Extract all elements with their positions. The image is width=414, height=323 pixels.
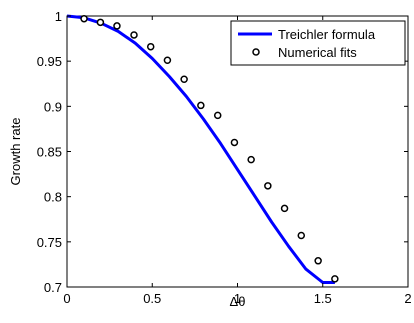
x-tick-label: 0	[63, 291, 70, 306]
y-tick-label: 0.95	[37, 54, 62, 69]
y-axis-label: Growth rate	[8, 118, 23, 186]
numerical-fit-point	[213, 111, 222, 120]
numerical-fit-point	[280, 204, 289, 213]
numerical-fit-point	[113, 22, 121, 30]
numerical-fit-point	[297, 231, 306, 240]
numerical-fit-point	[130, 31, 138, 39]
y-tick-label: 0.8	[44, 190, 62, 205]
marker-layer	[80, 14, 339, 283]
numerical-fit-point	[247, 155, 255, 164]
numerical-fit-point	[146, 42, 155, 51]
y-tick-label: 0.9	[44, 99, 62, 114]
y-tick-label: 0.75	[37, 235, 62, 250]
legend-label-treichler-formula: Treichler formula	[278, 27, 376, 42]
legend-marker-swatch	[252, 48, 260, 56]
legend-label-numerical-fits: Numerical fits	[278, 45, 357, 60]
numerical-fit-point	[197, 101, 205, 110]
x-tick-label: 1.5	[314, 291, 332, 306]
numerical-fit-point	[80, 14, 88, 23]
numerical-fit-point	[264, 182, 272, 190]
x-tick-label: 0.5	[143, 291, 161, 306]
numerical-fit-point	[230, 138, 239, 147]
numerical-fit-point	[180, 75, 188, 83]
curve-layer	[66, 14, 335, 284]
numerical-fit-point	[314, 257, 322, 265]
legend: Treichler formula Numerical fits	[230, 20, 406, 66]
y-tick-label: 0.85	[37, 145, 62, 160]
numerical-fit-point	[163, 56, 172, 65]
tick-layer: 0 0.5 1 1.5 2 0.7 0.75 0.8 0.85 0.9 0.95 1	[37, 9, 412, 306]
numerical-fit-point	[331, 275, 339, 283]
numerical-fit-point	[96, 18, 105, 27]
y-tick-label: 1	[55, 9, 62, 24]
x-tick-label: 1	[234, 291, 241, 306]
x-axis-label: Δθ	[230, 294, 246, 309]
treichler-formula-line	[66, 14, 335, 284]
legend-box	[230, 20, 406, 66]
y-tick-label: 0.7	[44, 280, 62, 295]
x-tick-label: 2	[404, 291, 411, 306]
